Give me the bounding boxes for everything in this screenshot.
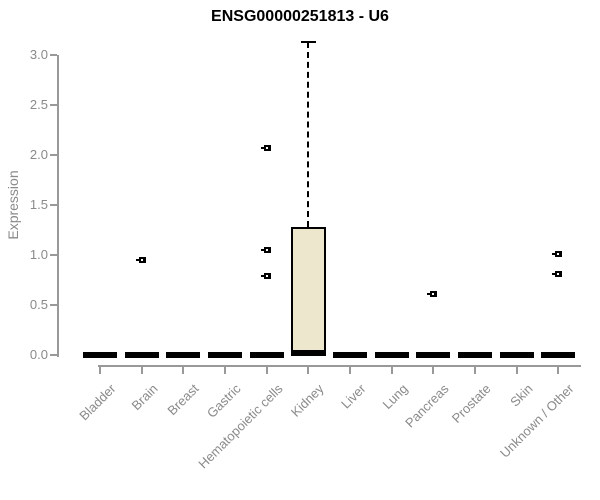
outlier-dash <box>260 147 264 149</box>
boxplot-collapsed-box <box>499 352 534 358</box>
y-tick-label: 2.5 <box>29 97 48 112</box>
boxplot-collapsed-box <box>458 352 492 358</box>
x-axis-tick <box>99 367 101 374</box>
boxplot-outlier-point <box>552 271 563 277</box>
x-axis-line <box>98 365 581 367</box>
y-axis-tick <box>50 154 57 156</box>
outlier-square <box>263 247 271 253</box>
boxplot-collapsed-box <box>374 352 409 358</box>
boxplot-collapsed-box <box>416 352 451 358</box>
y-tick-label: 0.5 <box>29 297 48 312</box>
outlier-square <box>263 273 271 279</box>
outlier-square <box>263 145 271 151</box>
boxplot-collapsed-box <box>541 352 576 358</box>
y-axis-tick <box>50 54 57 56</box>
outlier-dash <box>552 273 556 275</box>
x-axis-tick <box>474 367 476 374</box>
y-axis-tick <box>50 304 57 306</box>
y-tick-label: 1.5 <box>29 197 48 212</box>
chart-title: ENSG00000251813 - U6 <box>211 8 389 25</box>
y-axis-tick <box>50 204 57 206</box>
outlier-dash <box>427 293 431 295</box>
x-axis-tick <box>557 367 560 374</box>
y-axis-tick <box>50 254 57 256</box>
outlier-dash <box>135 259 139 261</box>
boxplot-collapsed-box <box>166 352 201 358</box>
outlier-square <box>138 257 146 263</box>
boxplot-collapsed-box <box>208 352 242 358</box>
boxplot-whisker <box>307 42 310 227</box>
boxplot-collapsed-box <box>249 352 284 358</box>
x-axis-tick <box>140 367 143 374</box>
y-axis-line <box>57 55 59 357</box>
outlier-square <box>430 291 438 297</box>
y-tick-label: 1.0 <box>29 247 48 262</box>
boxplot-outlier-point <box>260 145 271 151</box>
x-axis-tick <box>390 367 393 374</box>
boxplot-outlier-point <box>260 273 271 279</box>
x-axis-tick <box>349 367 351 374</box>
boxplot-whisker-cap <box>300 41 316 43</box>
x-axis-tick <box>307 367 310 374</box>
outlier-dash <box>552 253 556 255</box>
x-axis-tick <box>515 367 518 374</box>
y-axis-tick <box>50 104 57 106</box>
y-tick-label: 0.0 <box>29 347 48 362</box>
outlier-square <box>555 271 563 277</box>
outlier-dash <box>260 249 264 251</box>
y-tick-label: 3.0 <box>29 47 48 62</box>
x-axis-tick <box>432 367 435 374</box>
boxplot-collapsed-box <box>124 352 159 358</box>
boxplot-collapsed-box <box>83 352 117 358</box>
boxplot-outlier-point <box>135 257 146 263</box>
outlier-dash <box>260 275 264 277</box>
boxplot-collapsed-box <box>333 352 367 358</box>
boxplot-box <box>290 227 326 355</box>
boxplot-median <box>290 350 326 356</box>
boxplot-outlier-point <box>552 251 563 257</box>
boxplot-outlier-point <box>427 291 438 297</box>
y-axis-tick <box>50 354 57 356</box>
outlier-square <box>555 251 563 257</box>
x-axis-tick <box>265 367 268 374</box>
x-axis-tick <box>224 367 226 374</box>
y-tick-label: 2.0 <box>29 147 48 162</box>
x-axis-tick <box>182 367 185 374</box>
boxplot-outlier-point <box>260 247 271 253</box>
